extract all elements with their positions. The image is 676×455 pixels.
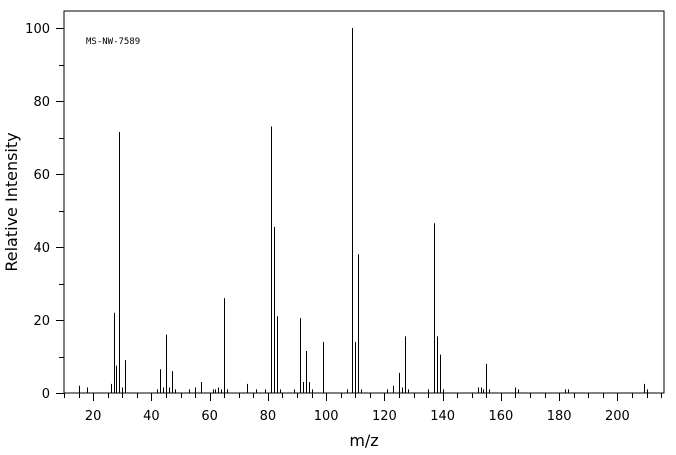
x-tick-label: 40 bbox=[143, 409, 160, 424]
plot-frame bbox=[63, 10, 665, 394]
x-axis: 20 40 60 80 100 120 140 160 180 200 bbox=[64, 393, 662, 424]
x-tick-label: 120 bbox=[372, 409, 397, 424]
y-tick-label: 80 bbox=[33, 95, 50, 110]
y-axis-title: Relative Intensity bbox=[2, 132, 21, 271]
y-tick-label: 100 bbox=[25, 22, 50, 37]
x-tick-label: 60 bbox=[201, 409, 218, 424]
y-tick-label: 20 bbox=[33, 314, 50, 329]
x-axis-title: m/z bbox=[349, 431, 378, 450]
bars-layer bbox=[79, 28, 648, 393]
x-tick-label: 180 bbox=[547, 409, 572, 424]
y-axis: 0 20 40 60 80 100 bbox=[25, 22, 64, 402]
x-tick-label: 80 bbox=[260, 409, 277, 424]
y-tick-label: 60 bbox=[33, 168, 50, 183]
x-tick-label: 20 bbox=[85, 409, 102, 424]
x-tick-label: 200 bbox=[605, 409, 630, 424]
y-tick-label: 0 bbox=[42, 387, 50, 402]
x-tick-label: 140 bbox=[430, 409, 455, 424]
spectrum-id-annotation: MS-NW-7589 bbox=[86, 37, 140, 47]
y-tick-label: 40 bbox=[33, 241, 50, 256]
x-tick-label: 100 bbox=[314, 409, 339, 424]
x-tick-label: 160 bbox=[488, 409, 513, 424]
